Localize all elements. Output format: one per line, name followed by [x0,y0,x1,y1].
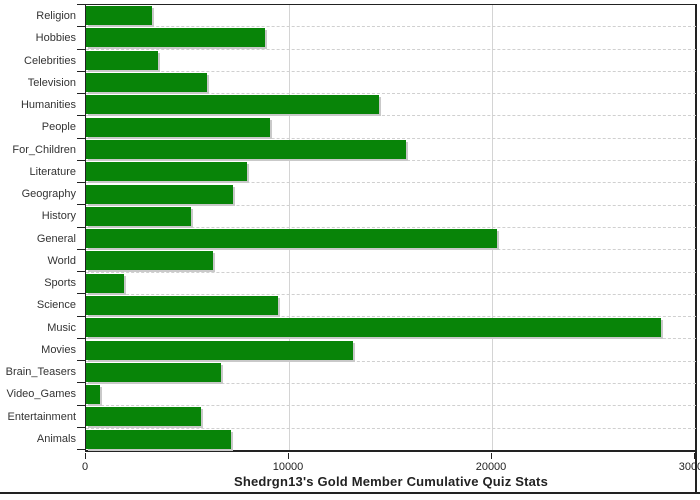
bar-row [86,50,696,72]
y-tick-mark [77,26,85,28]
y-tick-label: Sports [44,277,76,290]
y-tick-label: Music [47,321,76,334]
y-axis-ticks [77,4,85,454]
bar-row [86,295,696,318]
bar-hobbies [86,28,265,48]
y-tick-mark [77,115,85,117]
x-tick-mark [491,453,492,459]
bar-literature [86,162,248,182]
y-tick-label: Literature [29,165,76,178]
bar-brain_teasers [86,362,222,382]
bar-row [86,183,696,206]
bar-people [86,117,271,137]
bottom-border-line [0,492,700,494]
y-tick-mark [77,337,85,339]
x-tick-label: 20000 [475,461,507,473]
bar-movies [86,340,354,360]
y-tick-mark [77,449,85,450]
y-tick-label: Brain_Teasers [5,366,76,379]
bar-row [86,94,696,117]
y-tick-label: Entertainment [7,410,76,423]
bar-humanities [86,95,379,115]
y-tick-label: Religion [36,10,76,23]
y-tick-label: History [41,210,76,223]
bar-row [86,339,696,362]
y-tick-mark [77,404,85,406]
bar-row [86,161,696,184]
y-tick-mark [77,70,85,72]
x-tick-mark [694,453,695,459]
bar-world [86,251,214,271]
y-tick-label: World [47,254,76,267]
y-tick-mark [77,159,85,161]
x-tick-label: 30000 [678,461,700,473]
bar-row [86,27,696,50]
x-axis: 0 10000 20000 30000 [81,452,700,478]
x-tick-mark [288,453,289,459]
bar-row [86,429,696,450]
y-tick-mark [77,248,85,250]
y-axis-labels: Religion Hobbies Celebrities Television Huma… [0,5,76,450]
bar-television [86,73,208,93]
bar-rows [86,5,696,450]
y-tick-label: Science [36,299,76,312]
y-tick-mark [77,293,85,295]
y-tick-mark [77,204,85,206]
bar-row [86,116,696,139]
bar-row [86,362,696,385]
y-tick-mark [77,315,85,317]
y-tick-label: For_Children [12,143,76,156]
bar-music [86,318,662,338]
x-tick-label: 0 [81,461,89,473]
y-tick-label: Celebrities [24,54,76,67]
y-tick-label: Television [27,76,76,89]
bar-row [86,406,696,429]
y-tick-mark [77,182,85,183]
y-tick-label: Hobbies [35,32,76,45]
y-tick-mark [77,48,85,50]
bar-row [86,384,696,407]
bar-for_children [86,139,406,159]
bar-general [86,229,498,249]
y-tick-mark [77,93,85,94]
x-tick-label: 10000 [272,461,304,473]
bar-religion [86,6,152,26]
y-tick-mark [77,137,85,139]
y-tick-mark [77,226,85,228]
chart-title: Shedrgn13's Gold Member Cumulative Quiz … [233,474,549,489]
bar-row [86,206,696,228]
bar-row [86,5,696,28]
plot-area [85,4,697,452]
right-border-line [695,4,697,494]
y-tick-mark [77,382,85,384]
y-tick-mark [77,360,85,361]
y-tick-label: Geography [21,188,76,201]
y-tick-label: Humanities [20,99,76,112]
bar-animals [86,429,231,449]
y-tick-label: Video_Games [6,388,76,401]
y-tick-label: General [36,232,76,245]
bar-row [86,139,696,162]
y-tick-label: People [41,121,76,134]
bar-video_games [86,385,100,405]
bar-entertainment [86,407,202,427]
y-tick-label: Animals [36,432,76,445]
bar-history [86,206,192,226]
bar-row [86,273,696,295]
bar-science [86,296,278,315]
bar-row [86,228,696,251]
y-tick-label: Movies [41,343,76,356]
bar-row [86,72,696,95]
y-tick-mark [77,426,85,428]
bar-row [86,317,696,340]
bar-row [86,250,696,273]
y-tick-mark [77,271,85,272]
y-tick-mark [77,4,85,5]
bar-sports [86,273,125,293]
x-tick-mark [85,453,86,459]
bar-geography [86,184,233,204]
bar-celebrities [86,50,158,70]
